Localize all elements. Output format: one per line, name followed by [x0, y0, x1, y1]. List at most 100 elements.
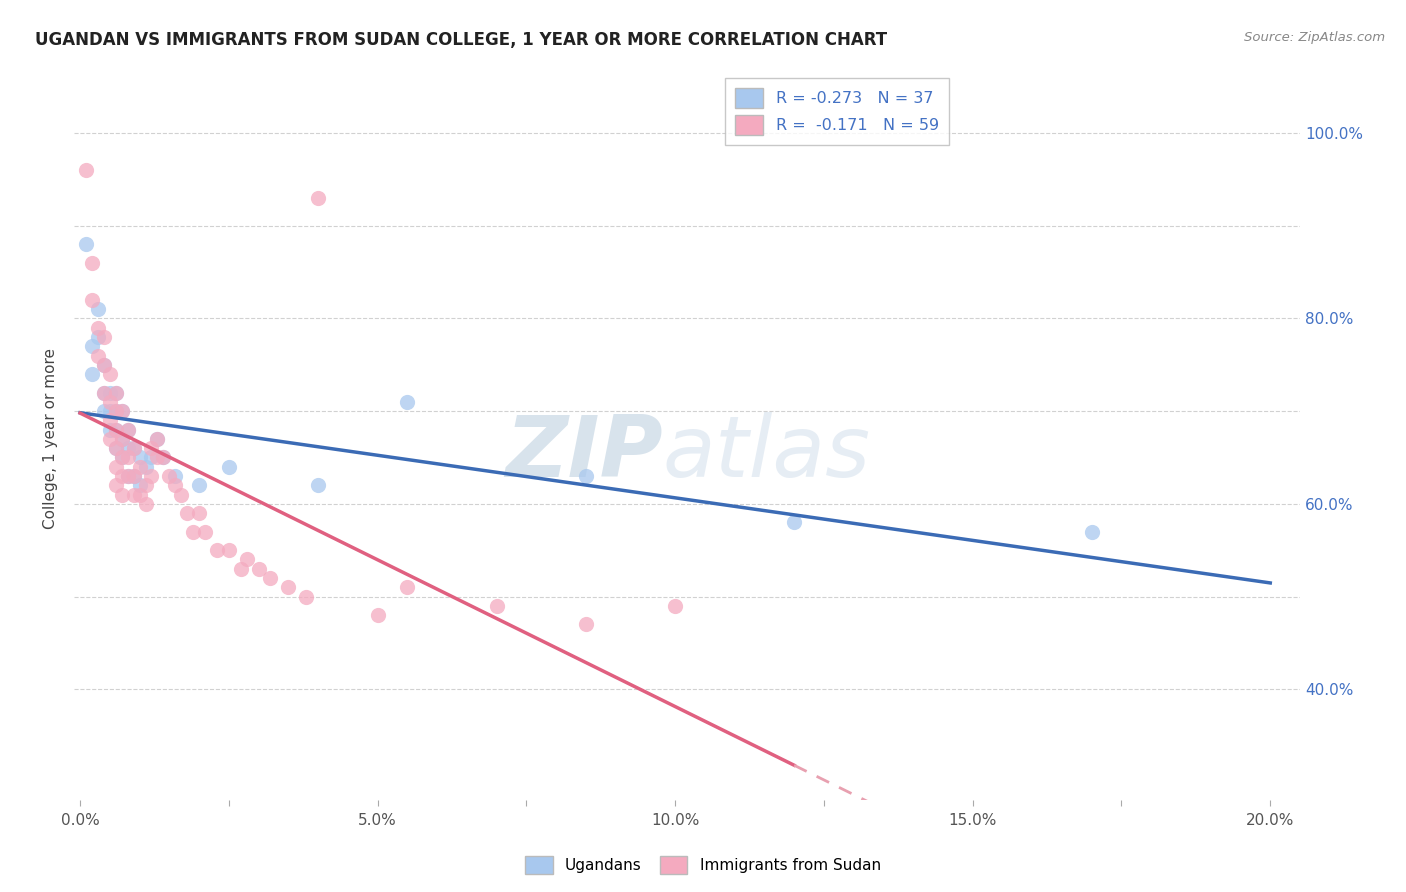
Point	[87, 330, 110, 344]
Point	[181, 524, 204, 539]
Point	[111, 404, 134, 418]
Point	[152, 450, 174, 465]
Point	[98, 385, 121, 400]
Point	[146, 432, 169, 446]
Point	[93, 358, 115, 372]
Point	[259, 571, 281, 585]
Point	[176, 506, 198, 520]
Point	[111, 450, 134, 465]
Point	[111, 469, 134, 483]
Point	[165, 478, 187, 492]
Point	[104, 441, 127, 455]
Point	[117, 469, 139, 483]
Point	[128, 450, 150, 465]
Point	[117, 423, 139, 437]
Point	[188, 506, 211, 520]
Point	[218, 543, 240, 558]
Point	[111, 432, 134, 446]
Point	[122, 469, 145, 483]
Point	[307, 191, 329, 205]
Point	[98, 423, 121, 437]
Point	[93, 404, 115, 418]
Legend: Ugandans, Immigrants from Sudan: Ugandans, Immigrants from Sudan	[519, 850, 887, 880]
Point	[157, 469, 180, 483]
Point	[104, 423, 127, 437]
Point	[111, 487, 134, 501]
Point	[104, 423, 127, 437]
Point	[104, 441, 127, 455]
Point	[117, 441, 139, 455]
Point	[295, 590, 318, 604]
Point	[93, 385, 115, 400]
Point	[117, 469, 139, 483]
Point	[98, 395, 121, 409]
Point	[152, 450, 174, 465]
Point	[75, 163, 97, 178]
Point	[247, 562, 270, 576]
Y-axis label: College, 1 year or more: College, 1 year or more	[44, 349, 58, 530]
Point	[396, 580, 419, 594]
Text: atlas: atlas	[662, 412, 870, 495]
Point	[134, 478, 156, 492]
Point	[134, 497, 156, 511]
Point	[104, 385, 127, 400]
Point	[122, 487, 145, 501]
Point	[218, 459, 240, 474]
Point	[141, 469, 163, 483]
Point	[122, 441, 145, 455]
Point	[146, 432, 169, 446]
Point	[104, 385, 127, 400]
Point	[80, 339, 103, 353]
Point	[128, 478, 150, 492]
Point	[117, 450, 139, 465]
Point	[194, 524, 217, 539]
Point	[277, 580, 299, 594]
Point	[104, 478, 127, 492]
Point	[235, 552, 257, 566]
Point	[104, 459, 127, 474]
Point	[80, 293, 103, 307]
Point	[165, 469, 187, 483]
Point	[98, 413, 121, 427]
Point	[307, 478, 329, 492]
Point	[575, 469, 598, 483]
Point	[98, 367, 121, 381]
Point	[111, 404, 134, 418]
Point	[134, 459, 156, 474]
Point	[575, 617, 598, 632]
Point	[93, 330, 115, 344]
Point	[396, 395, 419, 409]
Point	[141, 450, 163, 465]
Point	[117, 423, 139, 437]
Point	[87, 302, 110, 317]
Point	[111, 450, 134, 465]
Point	[128, 487, 150, 501]
Point	[146, 450, 169, 465]
Point	[664, 599, 686, 613]
Point	[104, 404, 127, 418]
Point	[75, 237, 97, 252]
Point	[141, 441, 163, 455]
Text: Source: ZipAtlas.com: Source: ZipAtlas.com	[1244, 31, 1385, 45]
Point	[80, 367, 103, 381]
Point	[111, 432, 134, 446]
Legend: R = -0.273   N = 37, R =  -0.171   N = 59: R = -0.273 N = 37, R = -0.171 N = 59	[725, 78, 949, 145]
Point	[783, 516, 806, 530]
Point	[80, 256, 103, 270]
Point	[367, 608, 389, 623]
Point	[128, 459, 150, 474]
Point	[170, 487, 193, 501]
Point	[104, 404, 127, 418]
Point	[122, 469, 145, 483]
Point	[93, 358, 115, 372]
Point	[93, 385, 115, 400]
Text: UGANDAN VS IMMIGRANTS FROM SUDAN COLLEGE, 1 YEAR OR MORE CORRELATION CHART: UGANDAN VS IMMIGRANTS FROM SUDAN COLLEGE…	[35, 31, 887, 49]
Text: ZIP: ZIP	[505, 412, 662, 495]
Point	[98, 404, 121, 418]
Point	[1080, 524, 1102, 539]
Point	[98, 432, 121, 446]
Point	[87, 349, 110, 363]
Point	[87, 320, 110, 334]
Point	[122, 441, 145, 455]
Point	[485, 599, 508, 613]
